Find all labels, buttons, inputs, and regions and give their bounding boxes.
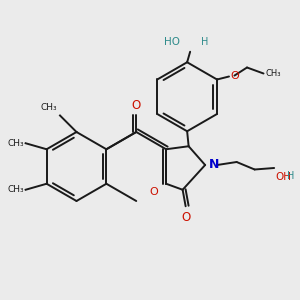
Text: CH₃: CH₃ xyxy=(8,139,24,148)
Text: N: N xyxy=(209,158,219,172)
Text: HO: HO xyxy=(164,37,180,47)
Text: H: H xyxy=(287,171,294,181)
Text: CH₃: CH₃ xyxy=(40,103,57,112)
Text: O: O xyxy=(181,211,190,224)
Text: O: O xyxy=(132,99,141,112)
Text: CH₃: CH₃ xyxy=(266,69,281,78)
Text: OH: OH xyxy=(276,172,292,182)
Text: H: H xyxy=(201,37,208,47)
Text: O: O xyxy=(230,71,239,81)
Text: O: O xyxy=(150,188,159,197)
Text: CH₃: CH₃ xyxy=(8,185,24,194)
